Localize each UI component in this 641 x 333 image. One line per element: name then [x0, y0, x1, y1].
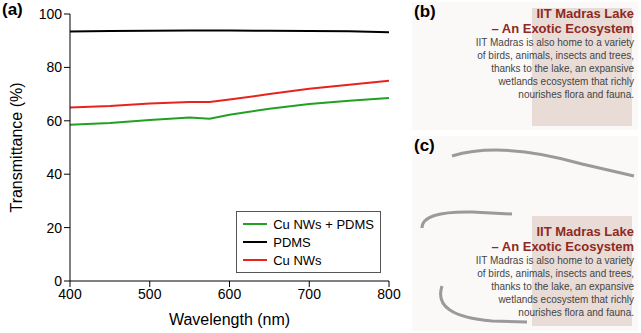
html-text:IIT Madras is also home to a v: IIT Madras is also home to a variety [475, 255, 634, 266]
html-text:(b): (b) [414, 2, 436, 21]
html-text:IIT Madras Lake: IIT Madras Lake [536, 224, 634, 239]
svg-text:100: 100 [39, 6, 63, 22]
svg-text:800: 800 [377, 286, 401, 302]
html-text:IIT Madras is also home to a v: IIT Madras is also home to a variety [475, 37, 634, 48]
svg-text:Wavelength (nm): Wavelength (nm) [169, 311, 290, 328]
html-text:of birds, animals, insects and: of birds, animals, insects and trees, [477, 50, 634, 61]
svg-text:80: 80 [46, 59, 62, 75]
html-text:wetlands ecosystem that richly: wetlands ecosystem that richly [498, 76, 634, 87]
svg-text:60: 60 [46, 113, 62, 129]
svg-text:0: 0 [54, 273, 62, 289]
html-text:Cu NWs + PDMS: Cu NWs + PDMS [273, 216, 374, 232]
html-text:nourishes flora and fauna.: nourishes flora and fauna. [518, 89, 634, 100]
html-text:Cu NWs: Cu NWs [273, 252, 322, 268]
svg-text:40: 40 [46, 166, 62, 182]
svg-text:Transmittance (%): Transmittance (%) [8, 82, 25, 212]
html-text:PDMS: PDMS [273, 234, 311, 250]
svg-text:600: 600 [218, 286, 242, 302]
html-text:(c): (c) [414, 136, 435, 155]
html-text:of birds, animals, insects and: of birds, animals, insects and trees, [477, 268, 634, 279]
html-text:IIT Madras Lake: IIT Madras Lake [536, 6, 634, 21]
svg-text:20: 20 [46, 220, 62, 236]
svg-text:400: 400 [58, 285, 82, 302]
html-text:wetlands ecosystem that richly: wetlands ecosystem that richly [498, 294, 634, 305]
html-text:thanks to the lake, an expansi: thanks to the lake, an expansive [491, 63, 634, 74]
html-text:– An Exotic Ecosystem: – An Exotic Ecosystem [491, 239, 634, 254]
svg-text:700: 700 [298, 286, 322, 302]
html-text:– An Exotic Ecosystem: – An Exotic Ecosystem [491, 21, 634, 36]
html-text:thanks to the lake, an expansi: thanks to the lake, an expansive [491, 281, 634, 292]
html-text:nourishes flora and fauna.: nourishes flora and fauna. [518, 307, 634, 318]
html-text:(a): (a) [2, 0, 23, 19]
svg-text:500: 500 [138, 286, 162, 302]
